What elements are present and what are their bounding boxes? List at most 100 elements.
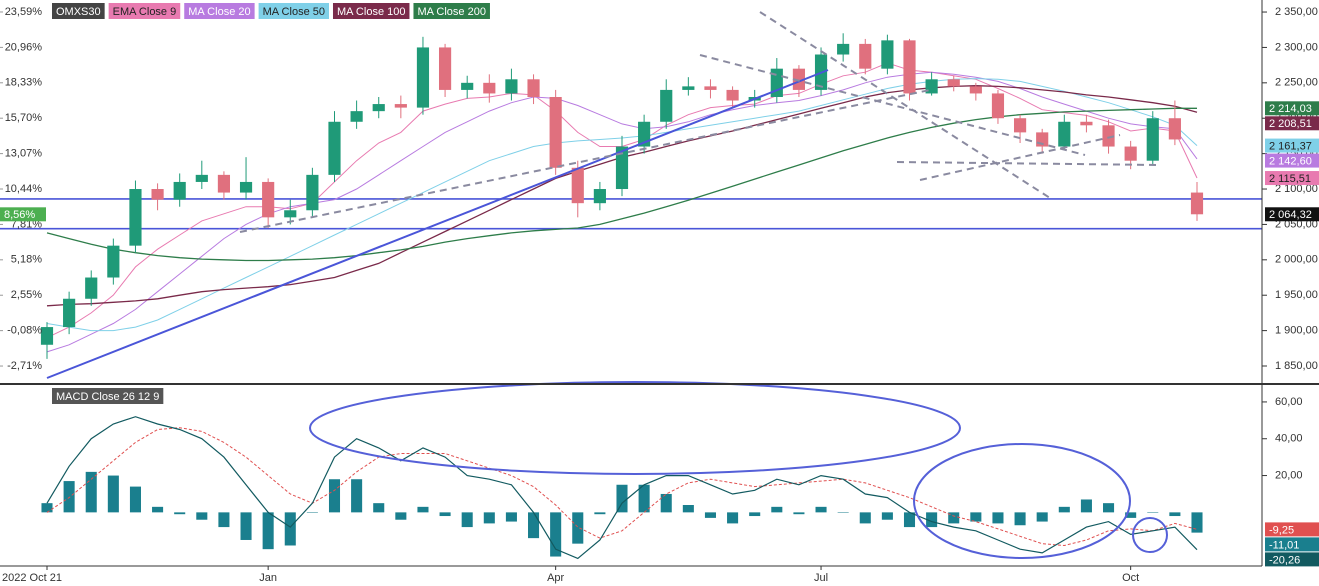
candle-body: [107, 245, 120, 278]
candle-body: [195, 174, 208, 182]
histogram-bar: [1036, 512, 1048, 522]
candle-body: [483, 82, 496, 94]
value-box: [1265, 153, 1319, 168]
histogram-bar: [1080, 499, 1092, 513]
histogram-bar: [1014, 512, 1026, 526]
candle-body: [1058, 121, 1071, 147]
y2-tick-label: 10,44%: [5, 183, 43, 195]
legend-box: [332, 3, 410, 19]
value-box-label: -20,26: [1269, 554, 1300, 566]
value-box-label: -9,25: [1269, 524, 1294, 536]
y-tick-label: 1 900,00: [1275, 325, 1318, 337]
histogram-bar: [174, 512, 186, 515]
value-box-label: 2 161,37: [1269, 140, 1312, 152]
histogram-bar: [63, 481, 75, 513]
histogram-bar: [395, 512, 407, 520]
histogram-bar: [439, 512, 451, 517]
histogram-bar: [815, 506, 827, 513]
y-tick-label: 1 950,00: [1275, 289, 1318, 301]
histogram-bar: [572, 512, 584, 544]
histogram-bar: [328, 479, 341, 513]
histogram-bar: [793, 512, 805, 515]
value-box: [1265, 101, 1319, 116]
histogram-bar: [727, 512, 739, 524]
value-box: [1265, 171, 1319, 186]
candle-body: [284, 210, 297, 218]
histogram-bar: [107, 475, 119, 513]
legend-box: [52, 388, 164, 404]
candle-body: [881, 40, 894, 69]
candle-body: [438, 47, 452, 90]
value-box: [1265, 537, 1319, 552]
candle-body: [925, 79, 938, 94]
histogram-bar: [41, 503, 53, 513]
histogram-bar: [85, 471, 97, 513]
y-tick-label: 2 100,00: [1275, 183, 1318, 195]
y-tick-label: 2 250,00: [1275, 77, 1318, 89]
candle-body: [726, 89, 739, 101]
histogram-bar: [970, 512, 982, 522]
value-box: [1265, 207, 1319, 222]
y2-tick-label: -2,71%: [7, 360, 42, 372]
histogram-bar: [682, 505, 694, 513]
y-tick-label: 2 050,00: [1275, 218, 1318, 230]
candle-body: [129, 189, 142, 246]
histogram-bar: [284, 512, 296, 546]
histogram-bar: [483, 512, 495, 524]
candle-body: [1168, 118, 1181, 140]
candle-body: [63, 298, 76, 328]
signal-line: [46, 427, 1198, 547]
y2-tick-label: 7,81%: [11, 218, 42, 230]
histogram-bar: [616, 484, 628, 513]
candle-body: [505, 79, 518, 94]
legend-label: MA Close 100: [337, 6, 405, 18]
candle-body: [372, 104, 385, 112]
candle-body: [1190, 192, 1204, 215]
labels: 2 350,002 300,002 250,002 200,002 150,00…: [0, 3, 1319, 584]
value-box-label: -11,01: [1269, 539, 1299, 551]
ma-line: [46, 107, 1197, 262]
value-box: [1265, 138, 1319, 153]
y-tick-label: 60,00: [1275, 396, 1303, 408]
candle-body: [593, 189, 606, 204]
y2-tick-label: 5,18%: [11, 254, 42, 266]
value-box: [1265, 552, 1319, 567]
histogram-bar: [417, 506, 429, 513]
candle-body: [1013, 118, 1027, 133]
trendline: [919, 134, 1121, 181]
y2-tick-label: 13,07%: [5, 148, 43, 160]
y-tick-label: 1 850,00: [1275, 360, 1318, 372]
histogram-bar: [903, 512, 916, 528]
y2-tick-label: 2,55%: [11, 289, 42, 301]
candle-body: [328, 121, 341, 175]
y2-value-box: [0, 207, 46, 222]
candle-body: [1124, 146, 1137, 161]
candle-body: [85, 277, 98, 299]
candle-body: [350, 111, 363, 122]
candle-body: [615, 146, 629, 190]
x-tick-label: 2022 Oct 21: [2, 572, 62, 584]
histogram-bar: [550, 512, 562, 557]
ellipse-annotation: [913, 443, 1131, 559]
histogram-bar: [1103, 503, 1115, 513]
y2-value-box-label: 8,56%: [4, 209, 35, 221]
histogram-bar: [1125, 512, 1137, 518]
trendline: [896, 161, 1161, 166]
macd-line: [46, 416, 1198, 560]
candle-body: [682, 86, 695, 90]
annotations: [46, 11, 1168, 559]
y-tick-label: 2 300,00: [1275, 41, 1318, 53]
histogram-bar: [926, 512, 938, 528]
histogram-bar: [594, 512, 606, 515]
candle-body: [239, 181, 253, 193]
candle-body: [1102, 125, 1115, 147]
trendline: [46, 69, 829, 379]
histogram-bar: [528, 512, 540, 539]
candle-body: [1080, 121, 1093, 126]
value-box-label: 2 142,60: [1269, 155, 1312, 167]
value-box-label: 2 115,51: [1269, 173, 1311, 185]
candle-body: [792, 68, 806, 90]
legend-label: MA Close 50: [263, 6, 325, 18]
value-box-label: 2 064,32: [1269, 209, 1312, 221]
